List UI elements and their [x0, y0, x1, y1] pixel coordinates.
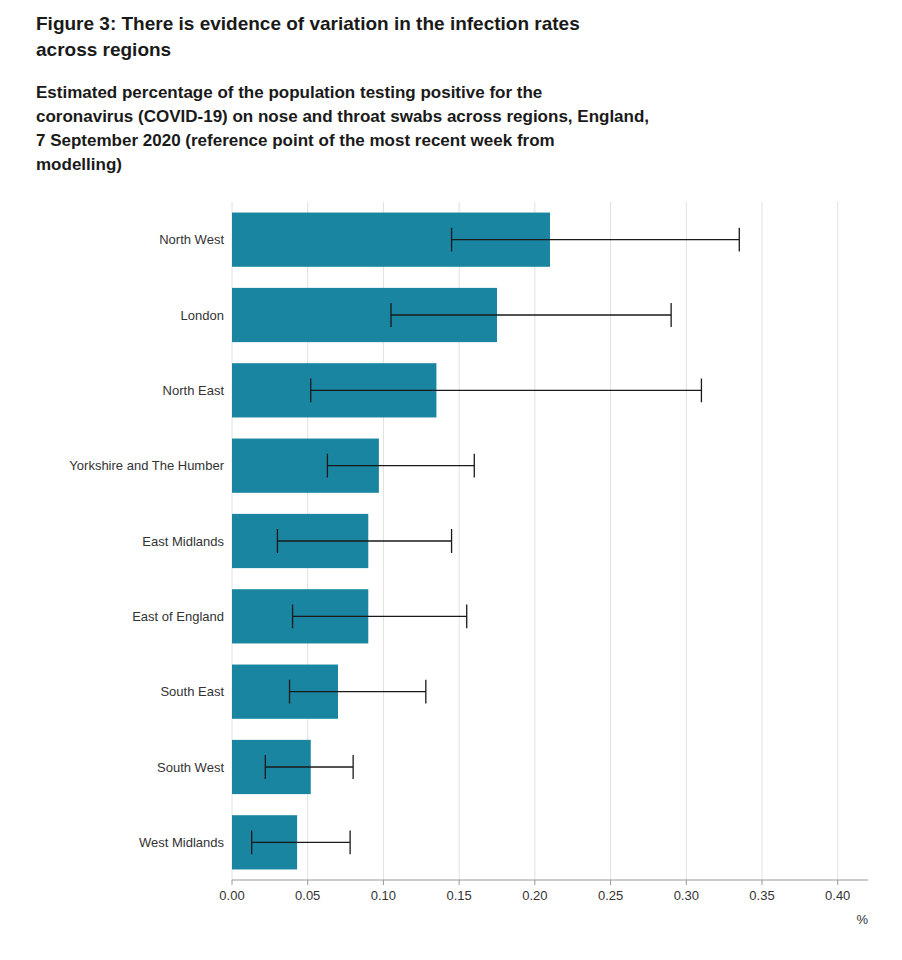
category-label: North East [163, 383, 225, 398]
error-bar [252, 830, 350, 854]
tick-mark [837, 880, 838, 885]
tick-label: 0.00 [219, 888, 244, 903]
grid-line [534, 202, 535, 880]
tick-label: 0.40 [825, 888, 850, 903]
subtitle: coronavirus (COVID-19) on nose and throa… [36, 107, 649, 126]
title: across regions [36, 39, 171, 60]
subtitle: modelling) [36, 155, 122, 174]
title: Figure 3: There is evidence of variation… [36, 13, 580, 34]
error-bar [452, 228, 740, 252]
category-label: North West [159, 232, 224, 247]
error-bar [391, 303, 671, 327]
axis-label: % [856, 912, 868, 927]
tick-label: 0.25 [598, 888, 623, 903]
error-bar [311, 378, 702, 402]
subtitle: 7 September 2020 (reference point of the… [36, 131, 555, 150]
plot-area [232, 213, 739, 870]
tick-mark [232, 880, 233, 885]
category-label: West Midlands [139, 835, 225, 850]
y-axis: North West London North East Yorkshire and … [69, 232, 224, 850]
error-bar [293, 604, 467, 628]
error-bar [327, 454, 474, 478]
tick-mark [534, 880, 535, 885]
tick-label: 0.10 [371, 888, 396, 903]
error-bar [265, 755, 353, 779]
tick-label: 0.35 [749, 888, 774, 903]
tick-label: 0.30 [674, 888, 699, 903]
tick-label: 0.05 [295, 888, 320, 903]
category-label: South West [157, 760, 224, 775]
grid-line [762, 202, 763, 880]
tick-mark [610, 880, 611, 885]
grid-line [686, 202, 687, 880]
error-bar [290, 680, 426, 704]
category-label: Yorkshire and The Humber [69, 458, 224, 473]
tick-mark [686, 880, 687, 885]
tick-mark [307, 880, 308, 885]
subtitle: Estimated percentage of the population t… [36, 83, 542, 102]
grid-line [610, 202, 611, 880]
category-label: East of England [132, 609, 224, 624]
chart: Figure 3: There is evidence of variation… [0, 0, 902, 960]
error-bar [277, 529, 451, 553]
grid [232, 202, 838, 880]
tick-mark [762, 880, 763, 885]
tick-mark [459, 880, 460, 885]
category-label: London [181, 308, 224, 323]
grid-line [837, 202, 838, 880]
category-label: East Midlands [142, 534, 224, 549]
category-label: South East [160, 684, 224, 699]
x-axis: 0.00 0.05 0.10 0.15 0.20 0.25 0.30 0.35 0.40% [219, 880, 868, 927]
tick-mark [383, 880, 384, 885]
tick-label: 0.20 [522, 888, 547, 903]
tick-label: 0.15 [446, 888, 471, 903]
axis-line [232, 880, 868, 881]
